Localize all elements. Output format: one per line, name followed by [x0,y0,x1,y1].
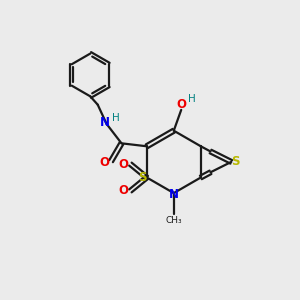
Text: O: O [119,184,129,197]
Text: N: N [100,116,110,129]
Text: CH₃: CH₃ [166,216,182,225]
Text: O: O [176,98,186,111]
Text: O: O [119,158,129,171]
Text: S: S [138,171,146,184]
Text: O: O [100,156,110,169]
Text: N: N [169,188,179,201]
Text: S: S [232,155,240,168]
Text: H: H [188,94,196,104]
Text: H: H [112,113,119,123]
